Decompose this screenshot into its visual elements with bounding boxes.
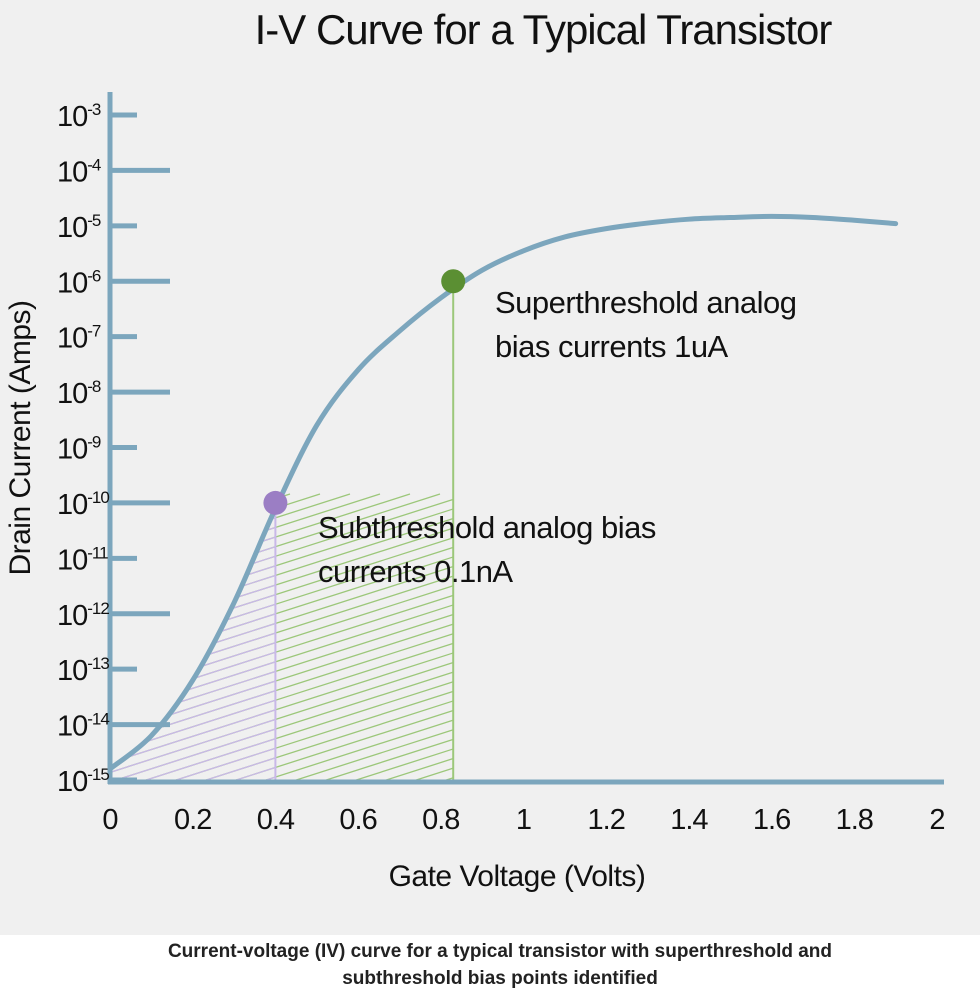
x-tick-label: 1.6 — [753, 804, 790, 836]
iv-curve-chart: I-V Curve for a Typical Transistor Drain… — [4, 6, 946, 893]
y-tick-label: 10-10 — [57, 488, 109, 521]
y-tick-label: 10-6 — [57, 266, 101, 299]
superthreshold-annotation-line1: Superthreshold analog — [495, 285, 796, 320]
y-tick-label: 10-4 — [57, 155, 101, 188]
figure-caption: Current-voltage (IV) curve for a typical… — [0, 938, 980, 992]
x-axis-title: Gate Voltage (Volts) — [389, 860, 646, 893]
y-tick-label: 10-8 — [57, 377, 101, 410]
x-tick-label: 1.8 — [836, 804, 873, 836]
caption-line-1: Current-voltage (IV) curve for a typical… — [167, 941, 833, 962]
y-tick-label: 10-11 — [57, 543, 108, 576]
subthreshold-annotation-line2: currents 0.1nA — [318, 554, 513, 589]
y-tick-label: 10-14 — [57, 710, 109, 743]
chart-title: I-V Curve for a Typical Transistor — [255, 6, 833, 53]
y-tick-label: 10-5 — [57, 211, 101, 244]
superthreshold-point — [441, 269, 466, 294]
y-tick-label: 10-9 — [57, 433, 101, 466]
chart-panel: I-V Curve for a Typical Transistor Drain… — [0, 0, 980, 935]
caption-line-2: subthreshold bias points identified — [342, 968, 658, 989]
iv-curve-line — [107, 213, 899, 772]
x-tick-label: 1 — [516, 804, 531, 836]
subthreshold-annotation-line1: Subthreshold analog bias — [318, 510, 656, 545]
y-tick-label: 10-3 — [57, 100, 101, 133]
x-tick-label: 1.2 — [588, 804, 625, 836]
x-tick-label: 0.2 — [174, 804, 211, 836]
x-tick-label: 0.8 — [422, 804, 459, 836]
y-axis-title: Drain Current (Amps) — [4, 300, 37, 575]
x-tick-label: 2 — [929, 804, 944, 836]
y-tick-label: 10-13 — [57, 654, 109, 687]
x-tick-label: 0.4 — [257, 804, 295, 836]
subthreshold-point — [263, 490, 288, 515]
y-tick-label: 10-7 — [57, 322, 101, 355]
y-tick-label: 10-15 — [57, 765, 109, 798]
superthreshold-annotation-line2: bias currents 1uA — [495, 329, 729, 364]
x-tick-label: 0 — [102, 804, 117, 836]
x-tick-label: 1.4 — [670, 804, 708, 836]
y-tick-label: 10-12 — [57, 599, 109, 632]
x-tick-label: 0.6 — [339, 804, 376, 836]
